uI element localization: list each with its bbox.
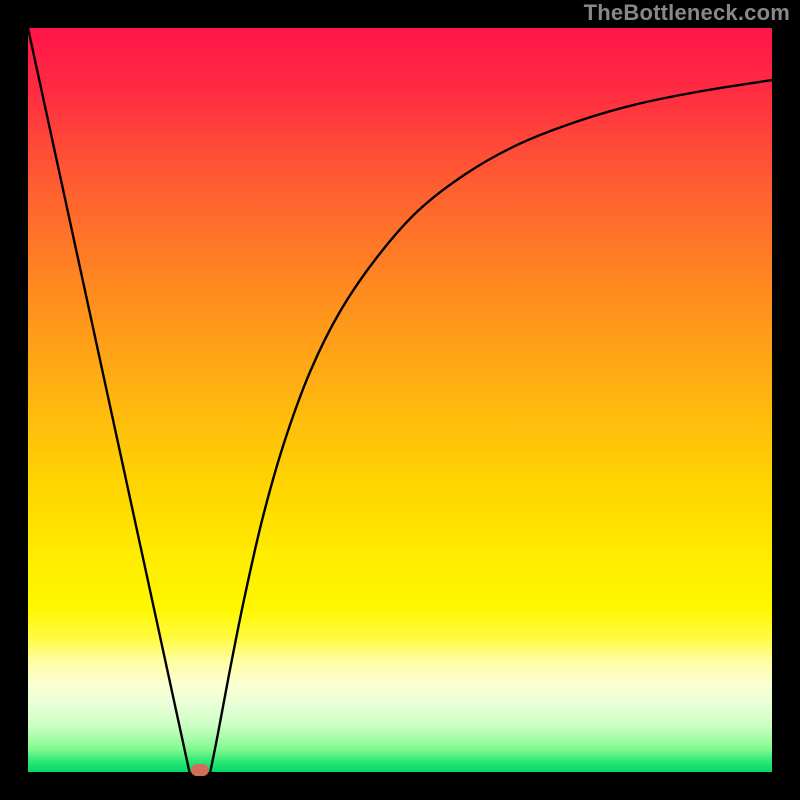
chart-stage: TheBottleneck.com (0, 0, 800, 800)
chart-gradient-area (28, 28, 772, 772)
bottleneck-curve-chart (0, 0, 800, 800)
optimal-point-marker (191, 764, 209, 776)
watermark-text: TheBottleneck.com (584, 0, 790, 26)
